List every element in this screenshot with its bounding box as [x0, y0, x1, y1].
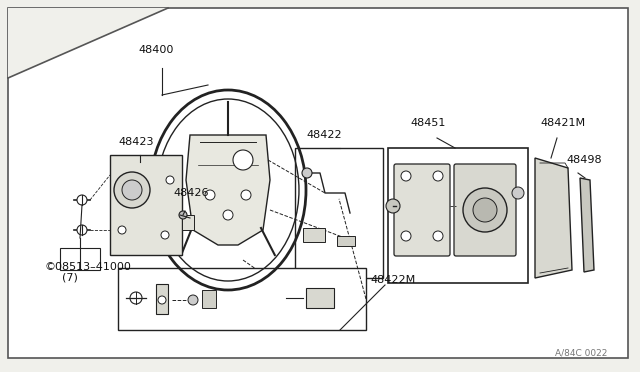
Circle shape [401, 231, 411, 241]
Bar [202, 290, 216, 308]
Bar [388, 148, 528, 283]
Text: 48400: 48400 [138, 45, 173, 55]
Circle shape [241, 190, 251, 200]
Polygon shape [580, 178, 594, 272]
Circle shape [205, 190, 215, 200]
Polygon shape [8, 8, 168, 78]
Bar [156, 284, 168, 314]
Bar [110, 155, 182, 255]
Circle shape [302, 168, 312, 178]
Bar [182, 215, 194, 230]
Circle shape [223, 210, 233, 220]
Text: ©08513–41000: ©08513–41000 [44, 262, 131, 272]
Text: 48426: 48426 [173, 188, 209, 198]
Bar [303, 228, 325, 242]
Circle shape [122, 180, 142, 200]
Circle shape [77, 195, 87, 205]
Circle shape [433, 171, 443, 181]
FancyBboxPatch shape [454, 164, 516, 256]
Polygon shape [535, 158, 572, 278]
Bar [60, 248, 100, 270]
Bar [118, 268, 366, 330]
Text: 48422: 48422 [306, 130, 342, 140]
Polygon shape [186, 135, 270, 245]
Circle shape [77, 225, 87, 235]
Text: A/84C 0022: A/84C 0022 [555, 348, 607, 357]
Text: 48498: 48498 [566, 155, 602, 165]
Circle shape [114, 172, 150, 208]
Text: 48451: 48451 [410, 118, 445, 128]
Circle shape [433, 231, 443, 241]
Text: 48422M: 48422M [370, 275, 415, 285]
Text: 48423: 48423 [118, 137, 154, 147]
Circle shape [233, 150, 253, 170]
Bar [337, 236, 355, 246]
Text: 48421M: 48421M [540, 118, 585, 128]
FancyBboxPatch shape [394, 164, 450, 256]
Circle shape [130, 292, 142, 304]
Circle shape [401, 171, 411, 181]
Circle shape [188, 295, 198, 305]
Bar [295, 148, 383, 278]
Circle shape [158, 296, 166, 304]
Circle shape [166, 176, 174, 184]
Bar [306, 288, 334, 308]
Circle shape [386, 199, 400, 213]
Circle shape [463, 188, 507, 232]
Circle shape [179, 211, 187, 219]
Text: (7): (7) [62, 273, 78, 283]
Circle shape [161, 231, 169, 239]
Circle shape [512, 187, 524, 199]
Circle shape [473, 198, 497, 222]
Circle shape [118, 226, 126, 234]
